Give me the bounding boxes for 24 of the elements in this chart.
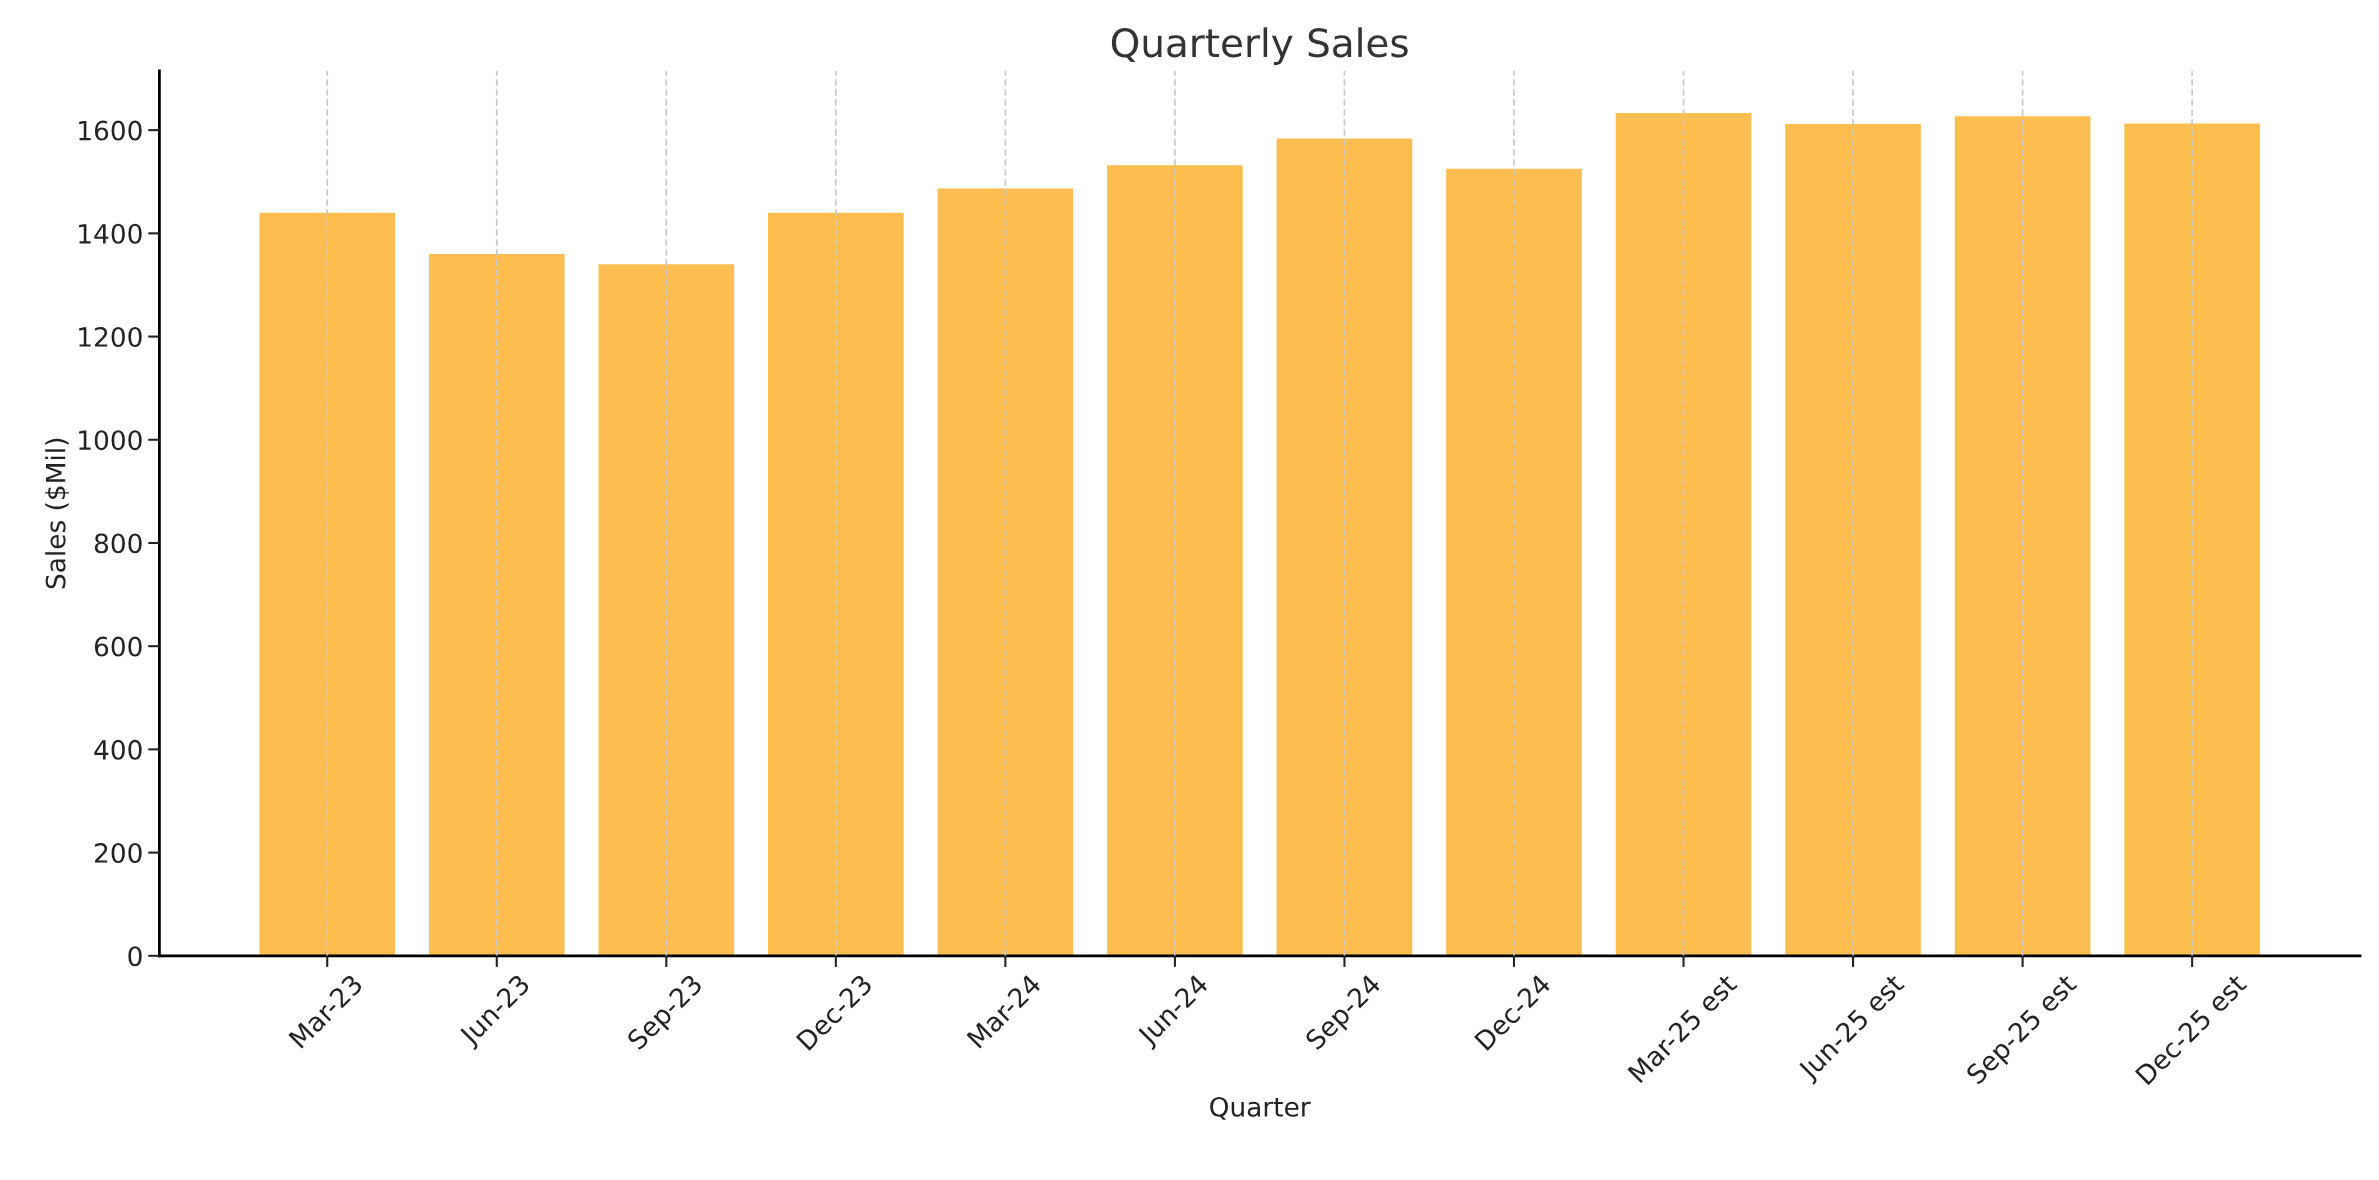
y-tick-label: 1000 xyxy=(79,430,142,451)
x-axis-title: Quarter xyxy=(1210,1096,1311,1120)
y-tick-label: 1600 xyxy=(79,120,142,141)
bar xyxy=(1276,138,1413,956)
y-tick-label: 600 xyxy=(94,636,142,657)
y-tick-label: 0 xyxy=(128,946,142,967)
y-tick-label: 200 xyxy=(94,843,142,863)
bar xyxy=(1446,168,1582,956)
y-tick-label: 800 xyxy=(94,533,142,554)
bar xyxy=(1107,165,1243,956)
bar xyxy=(937,188,1074,956)
y-tick-label: 1200 xyxy=(79,327,142,347)
chart-title: Quarterly Sales xyxy=(1111,27,1408,65)
y-tick-label: 400 xyxy=(94,739,142,760)
bar xyxy=(598,264,735,956)
y-axis-title: Sales ($Mil) xyxy=(45,438,70,589)
bar xyxy=(1954,116,2091,956)
bar xyxy=(1785,123,1921,956)
bar xyxy=(768,212,904,956)
bar xyxy=(2124,123,2260,956)
bar xyxy=(428,253,565,956)
y-tick-label: 1400 xyxy=(79,223,142,244)
bar xyxy=(1615,113,1752,956)
bar xyxy=(259,212,396,956)
